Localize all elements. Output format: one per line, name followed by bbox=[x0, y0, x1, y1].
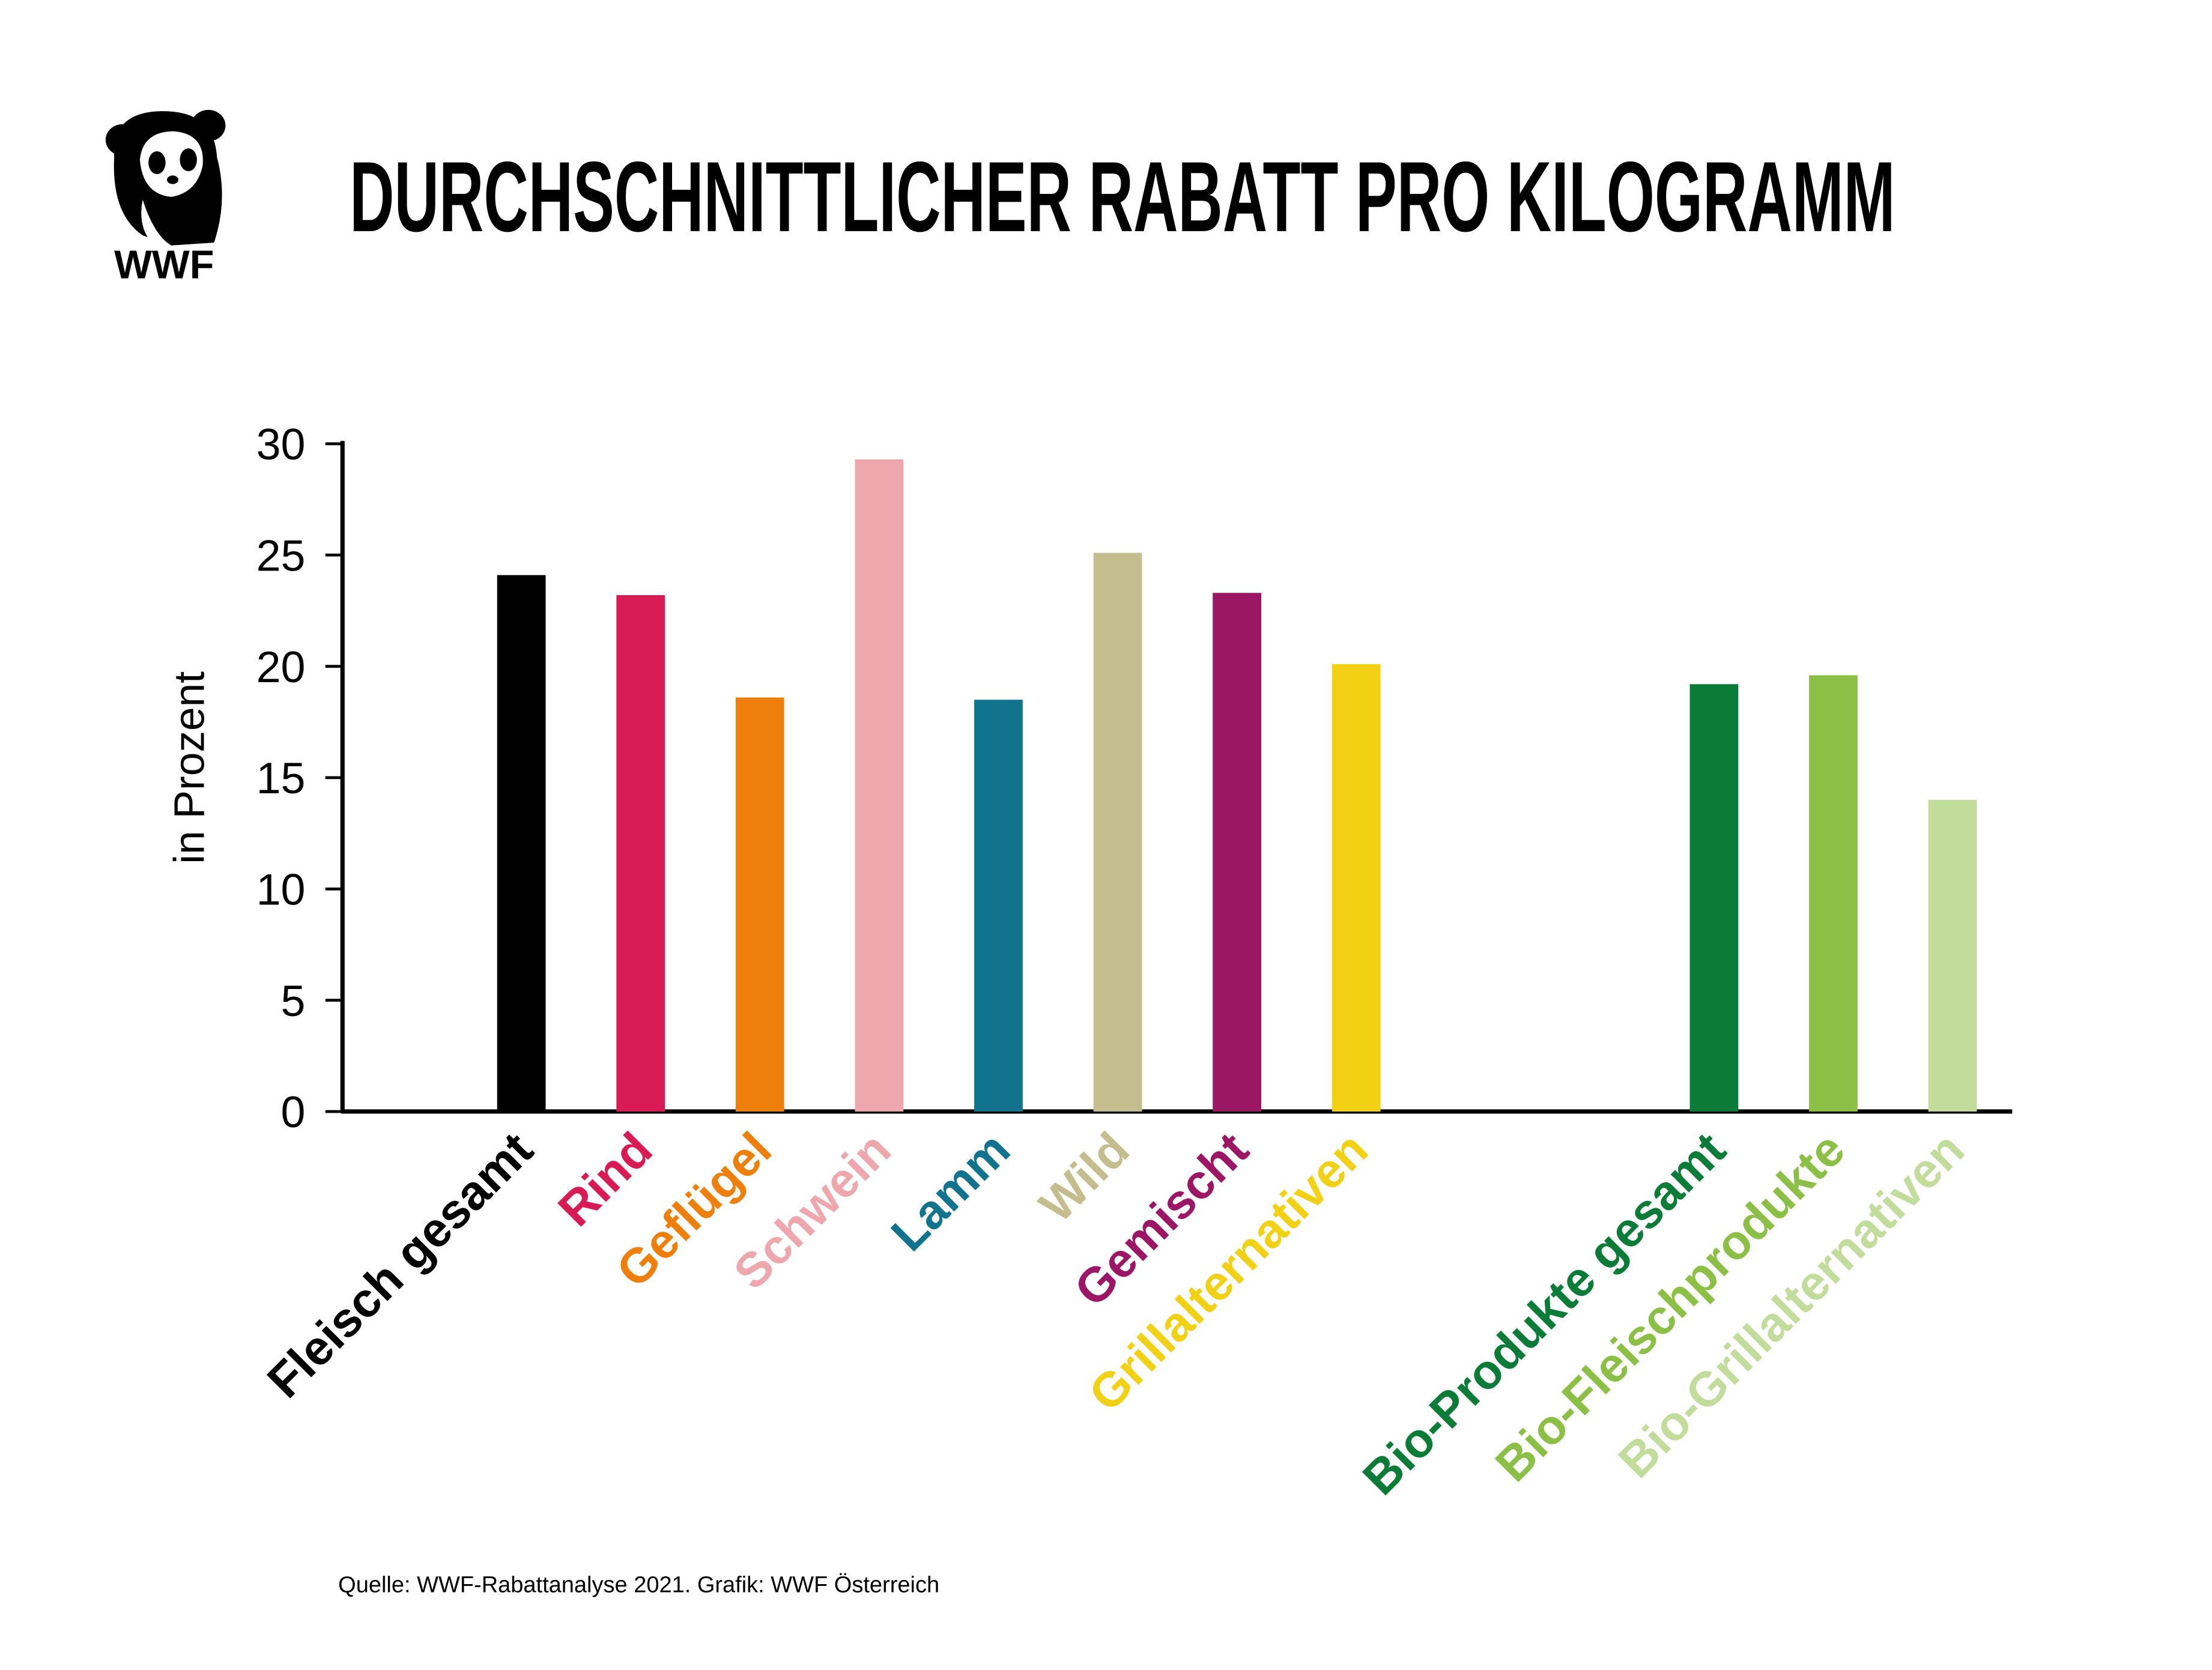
bar bbox=[1332, 664, 1381, 1112]
bar bbox=[1213, 593, 1261, 1112]
bar bbox=[1809, 675, 1858, 1112]
bar bbox=[974, 700, 1023, 1112]
y-tick-label: 0 bbox=[281, 1087, 306, 1137]
bar bbox=[616, 595, 665, 1112]
bar bbox=[497, 575, 546, 1112]
wwf-logo: WWF bbox=[105, 109, 226, 287]
y-tick-label: 20 bbox=[256, 642, 306, 692]
y-axis-label: in Prozent bbox=[166, 671, 214, 864]
bar bbox=[1928, 800, 1977, 1112]
y-tick-label: 15 bbox=[256, 753, 306, 803]
y-tick-label: 10 bbox=[256, 864, 306, 914]
bar bbox=[855, 459, 904, 1112]
bar bbox=[1093, 552, 1142, 1112]
y-tick-label: 5 bbox=[281, 976, 306, 1026]
logo-text: WWF bbox=[114, 243, 214, 287]
x-tick-label: Wild bbox=[1029, 1122, 1140, 1233]
chart-title: DURCHSCHNITTLICHER RABATT PRO KILOGRAMM bbox=[350, 141, 1895, 253]
y-tick-label: 25 bbox=[256, 530, 306, 580]
y-tick-label: 30 bbox=[256, 419, 306, 469]
bar bbox=[735, 697, 784, 1112]
bar bbox=[1689, 684, 1739, 1112]
x-tick-label: Fleisch gesamt bbox=[257, 1122, 543, 1408]
source-note: Quelle: WWF-Rabattanalyse 2021. Grafik: … bbox=[338, 1573, 939, 1598]
x-tick-label: Lamm bbox=[881, 1122, 1020, 1262]
